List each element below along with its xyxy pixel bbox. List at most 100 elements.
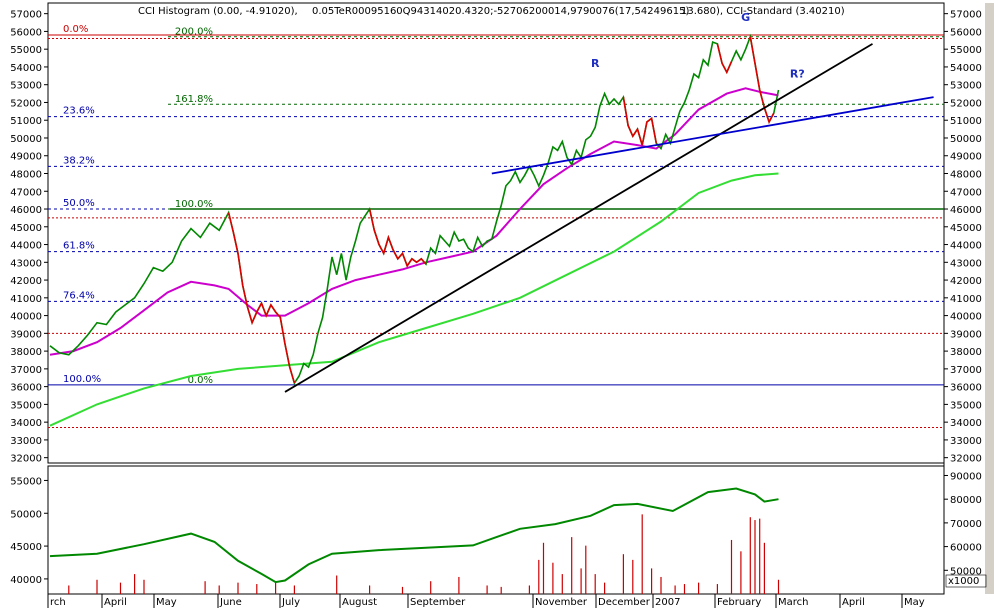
- scrollbar[interactable]: [985, 3, 994, 594]
- x-tick-label: September: [410, 597, 466, 608]
- hist-tick-label-left: 55000: [10, 476, 42, 487]
- y-tick-label-left: 47000: [10, 187, 42, 198]
- hist-line: [49, 487, 779, 584]
- fib-label: 0.0%: [63, 24, 88, 35]
- fib-ext-label: 100.0%: [175, 199, 213, 210]
- hist-unit-box: [945, 574, 987, 588]
- series-price-down: [368, 208, 427, 268]
- y-tick-label-right: 42000: [950, 276, 982, 287]
- y-tick-label-left: 56000: [10, 27, 42, 38]
- x-tick-label: May: [156, 597, 177, 608]
- series-ma-long: [49, 172, 779, 427]
- y-tick-label-left: 55000: [10, 45, 42, 56]
- y-tick-label-right: 41000: [950, 294, 982, 305]
- y-tick-label-left: 41000: [10, 294, 42, 305]
- hist-tick-label-left: 45000: [10, 542, 42, 553]
- trendline: [491, 96, 934, 175]
- y-tick-label-right: 53000: [950, 81, 982, 92]
- fib-label: 50.0%: [63, 198, 95, 209]
- y-tick-label-left: 46000: [10, 205, 42, 216]
- y-tick-label-left: 53000: [10, 81, 42, 92]
- y-tick-label-right: 32000: [950, 454, 982, 465]
- y-tick-label-right: 44000: [950, 241, 982, 252]
- fib-ext-label: 0.0%: [188, 375, 213, 386]
- y-tick-label-left: 51000: [10, 116, 42, 127]
- x-tick-label: June: [219, 597, 242, 608]
- x-tick-label: May: [904, 597, 925, 608]
- y-tick-label-right: 35000: [950, 400, 982, 411]
- y-tick-label-right: 36000: [950, 383, 982, 394]
- y-tick-label-left: 52000: [10, 98, 42, 109]
- y-tick-label-left: 37000: [10, 365, 42, 376]
- y-tick-label-right: 48000: [950, 170, 982, 181]
- x-tick-label: March: [778, 597, 808, 608]
- annotation: R: [591, 57, 600, 70]
- y-tick-label-left: 38000: [10, 347, 42, 358]
- x-tick-label: February: [717, 597, 761, 608]
- y-tick-label-right: 57000: [950, 10, 982, 21]
- fib-label: 23.6%: [63, 106, 95, 117]
- trendline: [284, 43, 873, 393]
- series-price-down: [622, 96, 658, 146]
- y-tick-label-right: 51000: [950, 116, 982, 127]
- y-tick-label-right: 40000: [950, 312, 982, 323]
- y-tick-label-right: 45000: [950, 223, 982, 234]
- hist-tick-label-right: 80000: [950, 495, 982, 506]
- x-tick-label: December: [598, 597, 651, 608]
- y-tick-label-right: 52000: [950, 98, 982, 109]
- y-tick-label-right: 37000: [950, 365, 982, 376]
- annotation: G: [741, 11, 750, 24]
- y-tick-label-left: 35000: [10, 400, 42, 411]
- y-tick-label-right: 49000: [950, 152, 982, 163]
- y-tick-label-left: 36000: [10, 383, 42, 394]
- x-tick-label: July: [281, 597, 300, 608]
- y-tick-label-right: 54000: [950, 63, 982, 74]
- y-tick-label-right: 33000: [950, 436, 982, 447]
- hist-unit-label: x1000: [948, 576, 979, 587]
- series-price-down: [749, 36, 775, 125]
- y-tick-label-right: 47000: [950, 187, 982, 198]
- y-tick-label-right: 43000: [950, 258, 982, 269]
- y-tick-label-left: 54000: [10, 63, 42, 74]
- hist-tick-label-right: 90000: [950, 471, 982, 482]
- y-tick-label-right: 46000: [950, 205, 982, 216]
- hist-tick-label-right: 70000: [950, 519, 982, 530]
- fib-ext-label: 200.0%: [175, 27, 213, 38]
- y-tick-label-left: 33000: [10, 436, 42, 447]
- x-tick-label: November: [535, 597, 588, 608]
- y-tick-label-left: 50000: [10, 134, 42, 145]
- y-tick-label-left: 42000: [10, 276, 42, 287]
- x-tick-label: 2007: [655, 597, 680, 608]
- y-tick-label-left: 45000: [10, 223, 42, 234]
- y-tick-label-left: 40000: [10, 312, 42, 323]
- histogram-layer: [49, 487, 780, 594]
- fib-ext-label: 161.8%: [175, 94, 213, 105]
- y-tick-label-left: 44000: [10, 241, 42, 252]
- x-tick-label: April: [842, 597, 865, 608]
- hist-tick-label-right: 50000: [950, 566, 982, 577]
- y-tick-label-left: 43000: [10, 258, 42, 269]
- fib-label: 38.2%: [63, 155, 95, 166]
- indicator-header-overlap: 0.05TeR00095160Q94314020.4320;-527062000…: [312, 6, 689, 17]
- x-tick-label: April: [104, 597, 127, 608]
- indicator-header-right: 13.680), CCI-Standard (3.40210): [681, 6, 845, 17]
- fib-label: 100.0%: [63, 374, 101, 385]
- hist-tick-label-left: 50000: [10, 509, 42, 520]
- axis-layer: 32000 33000 34000 35000 36000 37000 38000 39000…: [10, 10, 987, 608]
- series-ma-short: [49, 87, 779, 356]
- fib-label: 76.4%: [63, 290, 95, 301]
- series-price-down: [227, 212, 296, 384]
- x-tick-label: August: [342, 597, 377, 608]
- y-tick-label-right: 50000: [950, 134, 982, 145]
- y-tick-label-left: 39000: [10, 329, 42, 340]
- y-tick-label-right: 56000: [950, 27, 982, 38]
- y-tick-label-right: 34000: [950, 418, 982, 429]
- x-tick-label: rch: [50, 597, 66, 608]
- y-tick-label-right: 55000: [950, 45, 982, 56]
- hist-tick-label-left: 40000: [10, 575, 42, 586]
- y-tick-label-left: 57000: [10, 10, 42, 21]
- series-price-down: [716, 43, 733, 75]
- y-tick-label-right: 38000: [950, 347, 982, 358]
- y-tick-label-left: 34000: [10, 418, 42, 429]
